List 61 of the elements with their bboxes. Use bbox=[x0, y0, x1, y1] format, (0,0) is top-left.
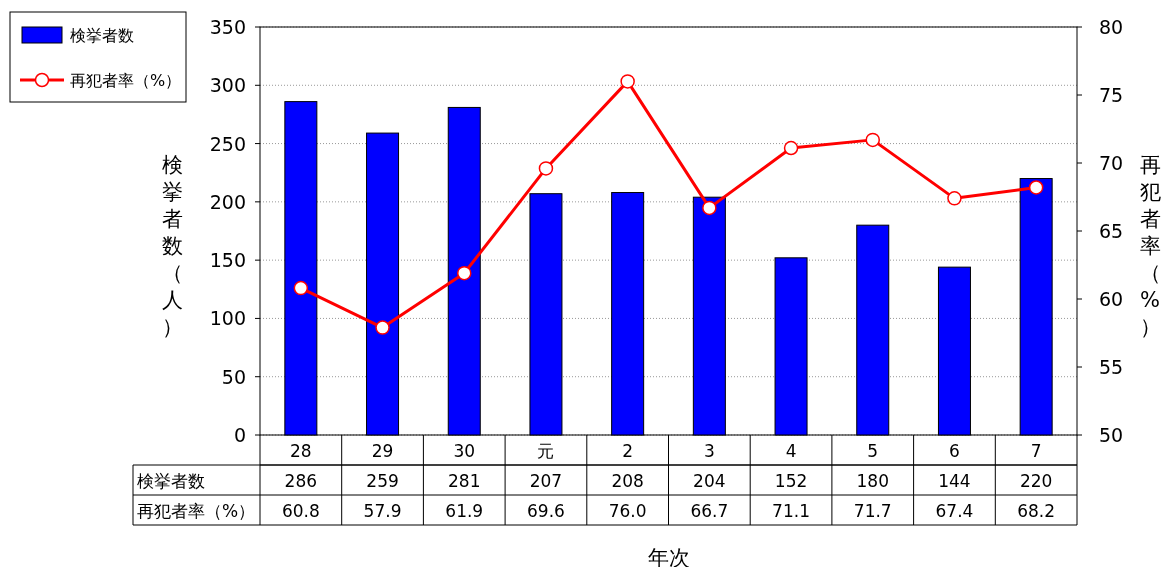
data-label: 207 bbox=[529, 471, 563, 491]
y2-tick-label: 50 bbox=[1099, 424, 1124, 446]
data-label: 144 bbox=[938, 471, 971, 491]
legend-label: 検挙者数 bbox=[70, 26, 134, 45]
point bbox=[457, 265, 472, 281]
y2-tick-label: 75 bbox=[1099, 84, 1124, 106]
text: 再犯者率（%） bbox=[137, 501, 256, 521]
data-label: 259 bbox=[366, 471, 399, 491]
data-label: 69.6 bbox=[527, 501, 565, 521]
data-label: 71.7 bbox=[853, 501, 892, 521]
point bbox=[865, 132, 880, 148]
data-label: 66.7 bbox=[690, 501, 729, 521]
y-axis-title: 検挙者数（人） bbox=[161, 153, 183, 339]
y2-tick-label: 70 bbox=[1099, 152, 1124, 174]
x-tick-label: 6 bbox=[949, 441, 960, 461]
point bbox=[375, 320, 390, 335]
data-label: 208 bbox=[611, 471, 644, 491]
y-tick-label: 300 bbox=[209, 74, 246, 97]
text: 検挙者数 bbox=[137, 471, 205, 491]
x-tick-label: 7 bbox=[1030, 441, 1042, 461]
data-label: 61.9 bbox=[445, 501, 484, 521]
x-tick-label: 30 bbox=[453, 441, 476, 461]
x-tick-label: 元 bbox=[537, 441, 555, 461]
y-tick-label: 50 bbox=[221, 365, 246, 388]
data-label: 220 bbox=[1019, 471, 1053, 491]
y2-tick-label: 65 bbox=[1099, 220, 1124, 242]
data-label: 204 bbox=[693, 471, 726, 491]
y-tick-label: 350 bbox=[209, 16, 246, 38]
data-label: 60.8 bbox=[281, 501, 320, 521]
point bbox=[702, 200, 717, 216]
y-tick-label: 100 bbox=[209, 307, 246, 330]
data-label: 281 bbox=[448, 471, 481, 491]
y-tick-label: 150 bbox=[209, 249, 246, 272]
x-tick-label: 3 bbox=[703, 441, 715, 461]
data-label: 152 bbox=[774, 471, 808, 491]
x-tick-label: 5 bbox=[867, 441, 879, 461]
point bbox=[947, 191, 962, 206]
y2-axis-title: 再犯者率（%） bbox=[1139, 153, 1161, 339]
data-label: 67.4 bbox=[935, 501, 974, 521]
y2-tick-label: 55 bbox=[1099, 356, 1124, 378]
data-label: 286 bbox=[284, 471, 318, 491]
y2-tick-label: 80 bbox=[1099, 16, 1124, 38]
point bbox=[620, 74, 635, 89]
y-tick-label: 200 bbox=[209, 190, 246, 213]
legend-label: 再犯者率（%） bbox=[70, 71, 182, 90]
data-label: 68.2 bbox=[1017, 501, 1056, 521]
data-label: 57.9 bbox=[363, 501, 402, 521]
x-tick-label: 4 bbox=[785, 441, 797, 461]
y2-tick-label: 60 bbox=[1099, 288, 1124, 310]
point bbox=[538, 161, 554, 176]
x-tick-label: 29 bbox=[371, 441, 394, 461]
point bbox=[1028, 180, 1044, 195]
point bbox=[293, 280, 309, 296]
data-label: 180 bbox=[856, 471, 889, 491]
x-tick-label: 28 bbox=[290, 441, 312, 461]
x-tick-label: 2 bbox=[622, 441, 634, 461]
y-tick-label: 250 bbox=[209, 132, 246, 155]
data-label: 76.0 bbox=[608, 501, 647, 521]
y-tick-label: 0 bbox=[233, 424, 246, 446]
data-label: 71.1 bbox=[772, 501, 810, 521]
point bbox=[783, 140, 799, 156]
